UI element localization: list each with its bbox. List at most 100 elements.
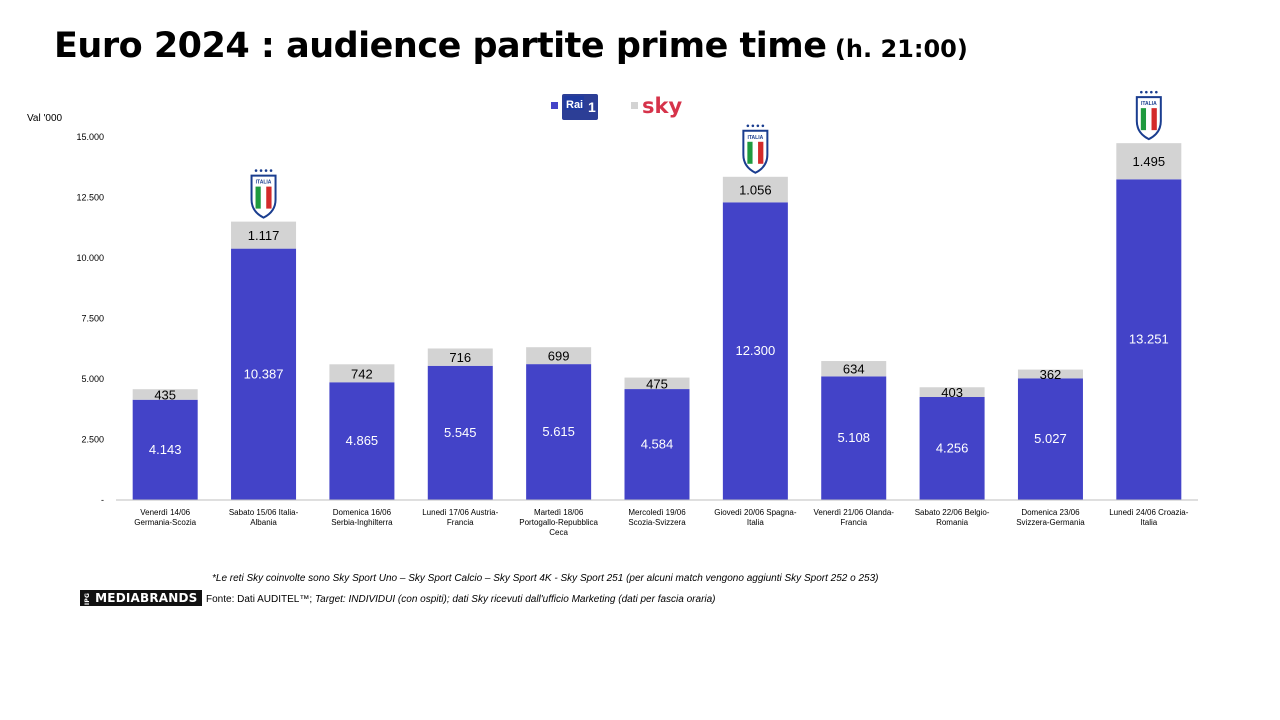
data-label-sky: 716 xyxy=(449,350,471,365)
italy-badge-icon: ITALIA xyxy=(250,169,277,219)
y-axis-label: Val '000 xyxy=(27,113,63,124)
star-icon xyxy=(756,124,760,128)
x-tick-label: Lunedì 17/06 Austria- xyxy=(422,508,498,517)
flag-green xyxy=(255,186,261,209)
bar-rai1 xyxy=(722,202,788,500)
data-label-sky: 634 xyxy=(843,362,865,377)
bar-rai1 xyxy=(1017,378,1083,500)
data-label-sky: 1.117 xyxy=(248,228,280,243)
x-tick-label: Venerdì 21/06 Olanda- xyxy=(813,508,894,517)
star-icon xyxy=(761,124,765,128)
legend: Rai 1 sky xyxy=(551,94,682,120)
bar-rai1 xyxy=(919,397,985,500)
x-tick-label: Domenica 16/06 xyxy=(333,508,392,517)
bar-rai1 xyxy=(231,248,297,500)
bar-rai1 xyxy=(132,399,198,500)
flag-red xyxy=(758,141,764,164)
x-tick-label: Venerdì 14/06 xyxy=(140,508,190,517)
bar-rai1 xyxy=(427,365,493,500)
bar-sky xyxy=(1116,143,1182,180)
star-icon xyxy=(269,169,273,172)
data-label-rai1: 10.387 xyxy=(244,366,284,381)
mediabrands-logo-name: MEDIABRANDS xyxy=(95,591,198,605)
bar-rai1 xyxy=(1116,179,1182,500)
data-label-sky: 403 xyxy=(941,385,963,400)
bar-sky xyxy=(231,221,297,249)
x-tick-label: Sabato 22/06 Belgio- xyxy=(915,508,990,517)
x-tick-label: Scozia-Svizzera xyxy=(628,518,686,527)
bar-sky xyxy=(1017,369,1083,379)
bar-sky xyxy=(722,176,788,203)
data-label-rai1: 5.615 xyxy=(542,424,575,439)
bar-sky xyxy=(526,347,592,365)
x-tick-label: Sabato 15/06 Italia- xyxy=(229,508,299,517)
bar-sky xyxy=(329,364,395,383)
data-label-rai1: 13.251 xyxy=(1129,332,1169,347)
x-tick-label: Germania-Scozia xyxy=(134,518,196,527)
flag-red xyxy=(266,186,272,209)
y-tick-label: 7.500 xyxy=(81,314,104,324)
bar-rai1 xyxy=(329,382,395,500)
source-note: Fonte: Dati AUDITEL™; Target: INDIVIDUI … xyxy=(206,594,716,605)
badge-text: ITALIA xyxy=(256,180,272,186)
x-tick-label: Lunedì 24/06 Croazia- xyxy=(1109,508,1189,517)
bar-sky xyxy=(821,361,887,377)
data-label-rai1: 12.300 xyxy=(735,343,775,358)
data-label-sky: 699 xyxy=(548,349,570,364)
italy-badges: ITALIA ITALIA ITALIA xyxy=(250,90,1162,219)
star-icon xyxy=(1145,90,1148,94)
data-label-sky: 742 xyxy=(351,366,373,381)
x-tick-label: Giovedì 20/06 Spagna- xyxy=(714,508,797,517)
x-tick-label: Portogallo-Repubblica xyxy=(519,518,598,527)
data-label-rai1: 4.584 xyxy=(641,437,674,452)
italy-badge-icon: ITALIA xyxy=(1135,90,1162,141)
rai1-logo-icon: Rai 1 xyxy=(562,94,598,120)
legend-sky-swatch xyxy=(631,102,638,109)
source-prefix: Fonte: Dati AUDITEL™; xyxy=(206,594,315,605)
bar-sky xyxy=(624,377,690,390)
x-tick-label: Francia xyxy=(840,518,867,527)
x-tick-label: Francia xyxy=(447,518,474,527)
sky-logo-icon: sky xyxy=(642,94,682,118)
title-subtitle: (h. 21:00) xyxy=(834,35,968,63)
data-label-rai1: 5.108 xyxy=(837,430,870,445)
y-tick-label: 12.500 xyxy=(76,193,104,203)
x-tick-label: Svizzera-Germania xyxy=(1016,518,1085,527)
source-text: Target: INDIVIDUI (con ospiti); dati Sky… xyxy=(314,594,716,605)
x-tick-label: Albania xyxy=(250,518,277,527)
star-icon xyxy=(264,169,268,172)
bar-rai1 xyxy=(821,376,887,500)
x-tick-label: Martedì 18/06 xyxy=(534,508,584,517)
x-tick-label: Domenica 23/06 xyxy=(1021,508,1080,517)
data-label-rai1: 4.143 xyxy=(149,442,182,457)
y-tick-label: 2.500 xyxy=(81,435,104,445)
y-tick-label: 10.000 xyxy=(76,253,104,263)
data-label-sky: 362 xyxy=(1040,367,1062,382)
data-label-rai1: 4.256 xyxy=(936,441,969,456)
x-tick-label: Romania xyxy=(936,518,969,527)
data-labels: 4.143 435 10.387 1.117 4.865 742 5.545 716 5.615… xyxy=(149,154,1169,457)
italy-badge-icon: ITALIA xyxy=(742,124,769,174)
bar-sky xyxy=(919,387,985,398)
data-label-sky: 435 xyxy=(154,387,176,402)
y-tick-label: - xyxy=(101,495,104,505)
bars xyxy=(132,143,1182,500)
title-main: Euro 2024 : audience partite prime time xyxy=(54,26,827,66)
data-label-rai1: 5.545 xyxy=(444,425,477,440)
stacked-bar-chart: Rai 1 sky Val '000 - 2.500 5.000 7.500 10.00… xyxy=(27,90,1198,537)
bar-sky xyxy=(427,348,493,366)
x-tick-label: Italia xyxy=(1140,518,1157,527)
rai1-logo-number: 1 xyxy=(588,99,596,115)
x-tick-label: Serbia-Inghilterra xyxy=(331,518,393,527)
x-tick-label: Ceca xyxy=(549,528,568,537)
legend-rai1-swatch xyxy=(551,102,558,109)
bar-sky xyxy=(132,389,198,400)
page-title: Euro 2024 : audience partite prime time … xyxy=(54,26,968,66)
x-tick-label: Italia xyxy=(747,518,764,527)
rai1-logo-text: Rai xyxy=(566,99,583,111)
y-axis-ticks: - 2.500 5.000 7.500 10.000 12.500 15.000 xyxy=(76,132,104,505)
data-label-sky: 475 xyxy=(646,376,668,391)
y-tick-label: 5.000 xyxy=(81,374,104,384)
flag-white xyxy=(752,141,759,164)
